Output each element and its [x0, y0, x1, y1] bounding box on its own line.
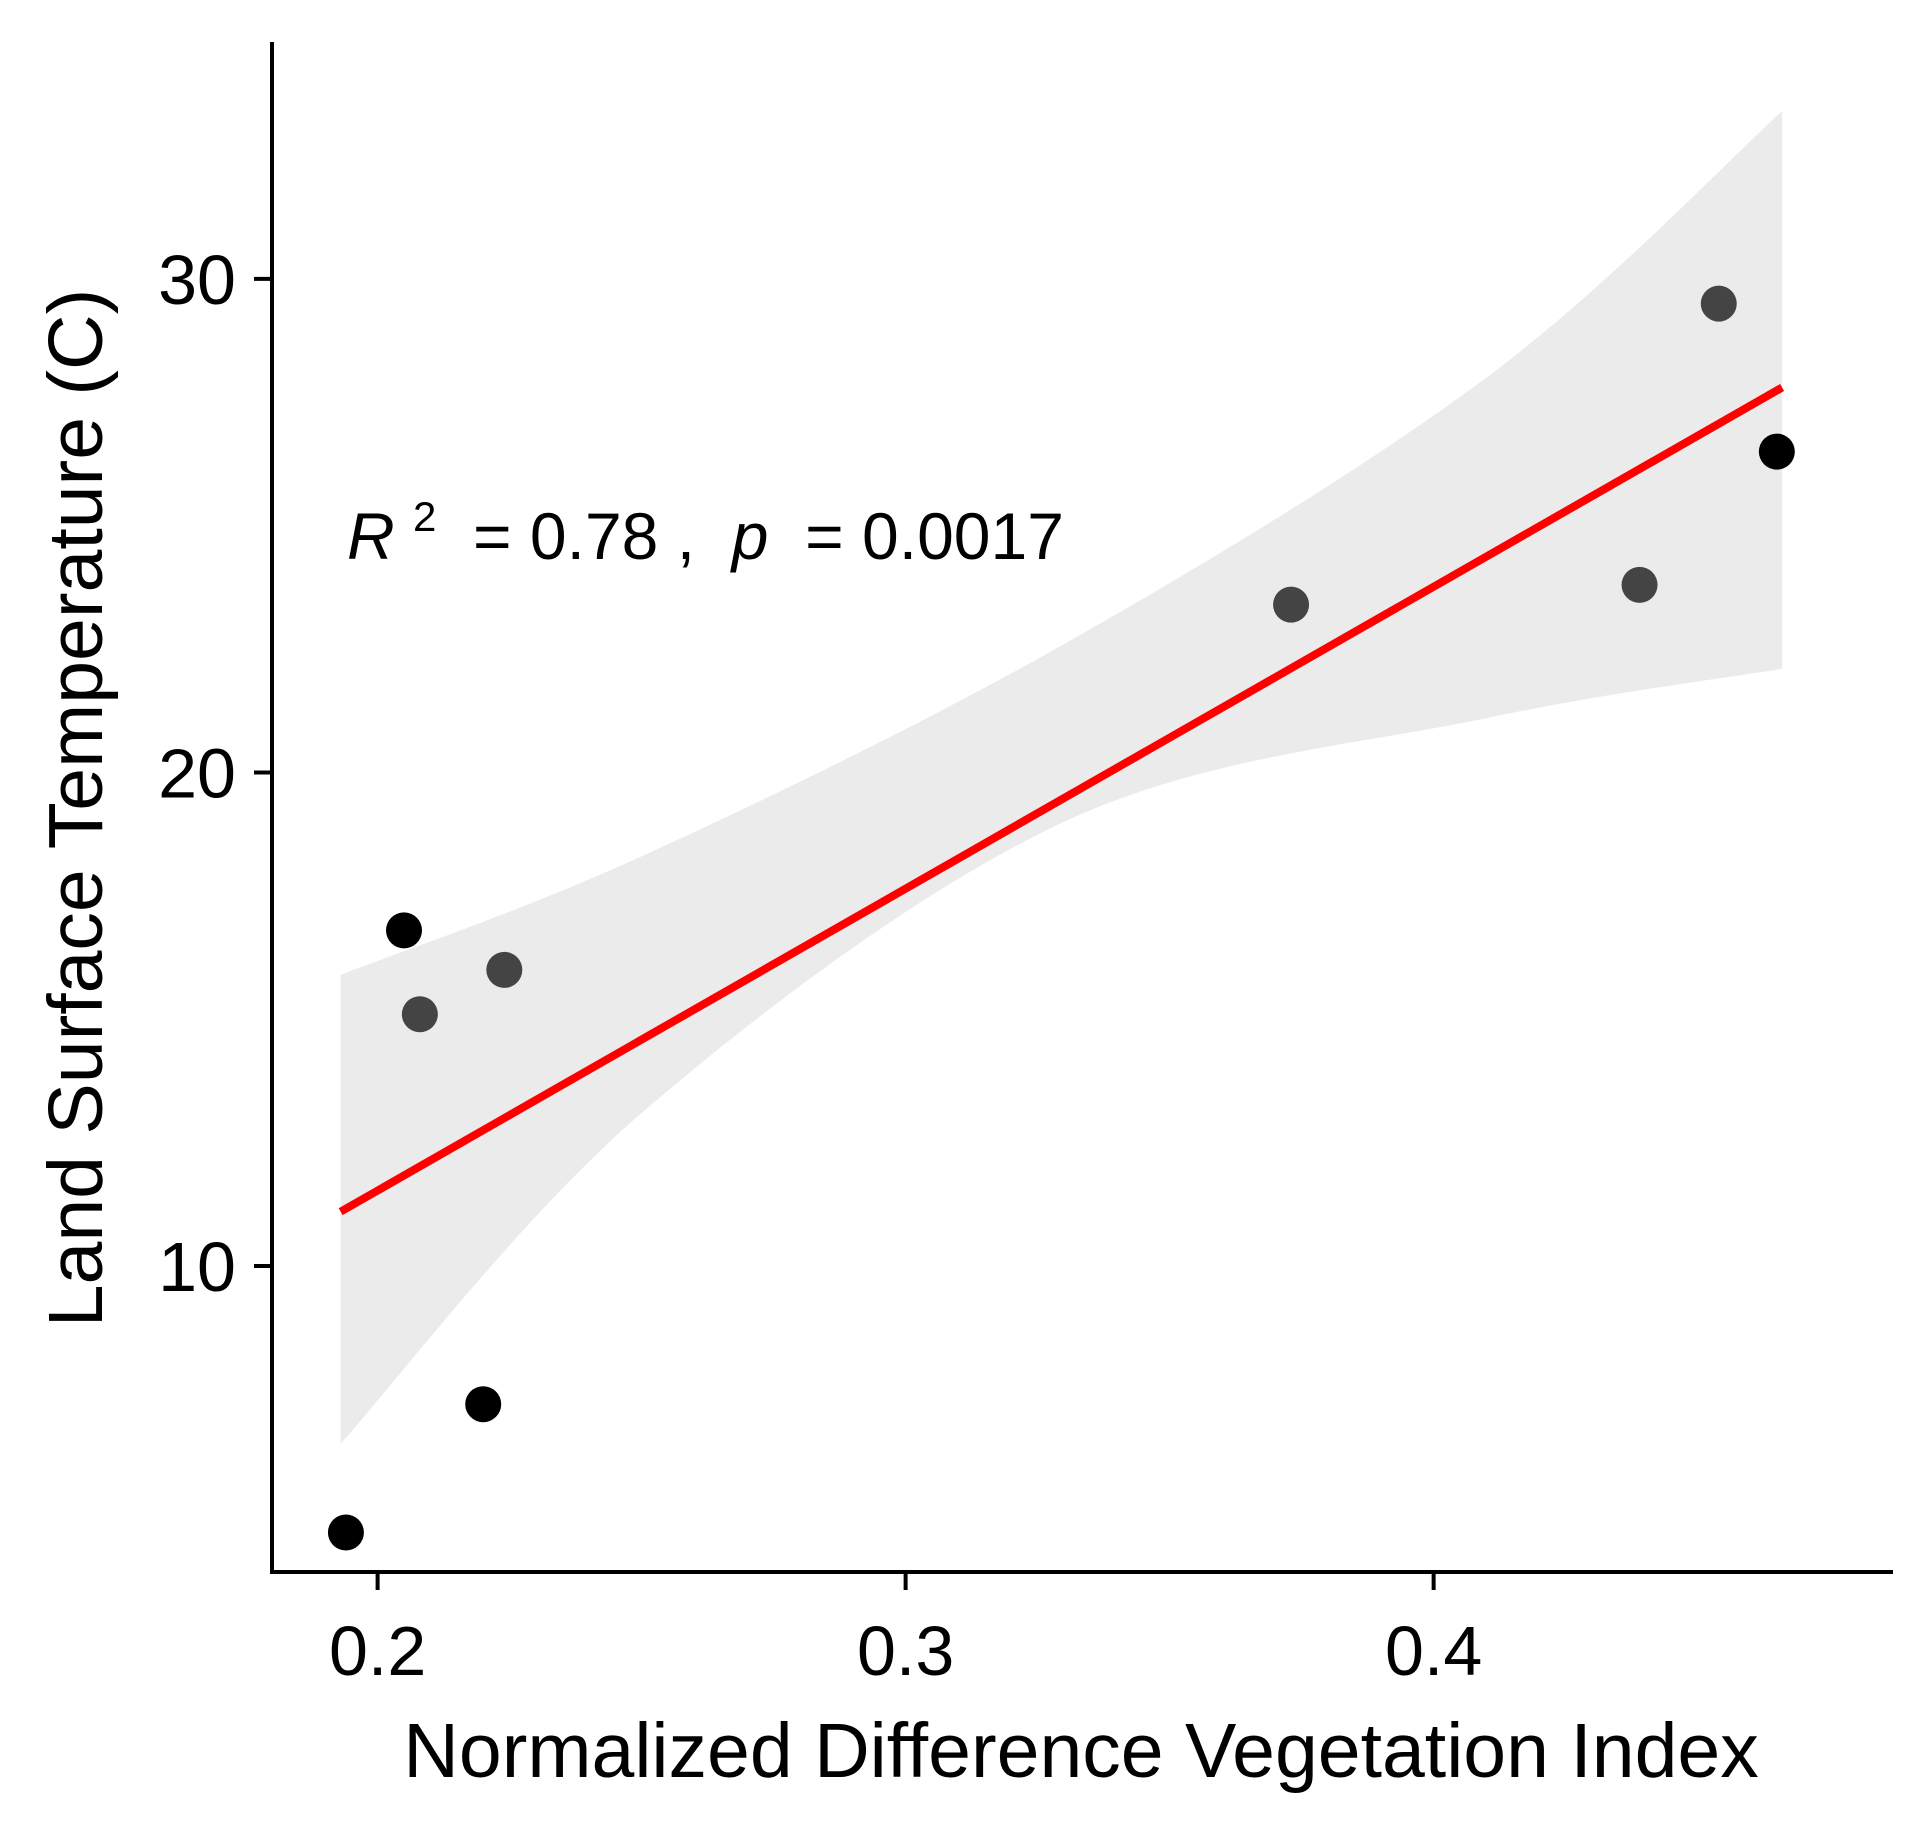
y-tick-label-3: 30: [158, 241, 236, 319]
confidence-band-layer: [340, 111, 1783, 1444]
data-point-3: [401, 996, 438, 1033]
y-axis-title: Land Surface Temperature (C): [33, 289, 119, 1328]
data-point-6: [1273, 586, 1310, 623]
regression-line-layer: [338, 384, 1785, 1216]
data-points-layer: [327, 285, 1795, 1551]
annotation-p-value: = 0.0017: [787, 499, 1064, 573]
data-point-9: [1758, 433, 1795, 470]
data-point-2: [386, 912, 423, 949]
data-point-4: [465, 1386, 502, 1423]
y-ticks-layer: 10 20 30: [158, 241, 272, 1306]
y-tick-label-2: 20: [158, 734, 236, 812]
regression-line: [338, 384, 1785, 1216]
data-point-7: [1621, 566, 1658, 603]
x-tick-label-3: 0.4: [1385, 1612, 1482, 1690]
y-tick-label-1: 10: [158, 1228, 236, 1306]
x-ticks-layer: 0.2 0.3 0.4: [329, 1572, 1482, 1690]
annotation-p-symbol: p: [730, 499, 769, 573]
annotation-r-symbol: R: [347, 499, 395, 573]
confidence-band: [340, 111, 1783, 1444]
annotation-r-value: = 0.78 ,: [455, 499, 714, 573]
x-tick-label-1: 0.2: [329, 1612, 426, 1690]
data-point-1: [327, 1514, 364, 1551]
data-point-8: [1700, 285, 1737, 322]
annotation-r-exponent: 2: [413, 493, 436, 540]
data-point-5: [486, 951, 523, 988]
x-tick-label-2: 0.3: [857, 1612, 954, 1690]
annotation-stats: R 2 = 0.78 , p = 0.0017: [347, 471, 1064, 573]
x-axis-title: Normalized Difference Vegetation Index: [403, 1708, 1758, 1794]
